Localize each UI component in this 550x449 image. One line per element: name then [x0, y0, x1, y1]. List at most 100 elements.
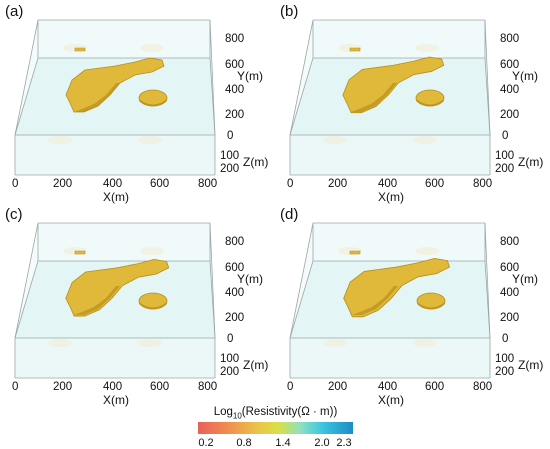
- z-axis-label: Z(m): [243, 358, 269, 372]
- resistivity-bodies: [343, 250, 451, 318]
- large-body-shadow: [74, 286, 120, 315]
- surface-highlight: [413, 136, 437, 144]
- colorbar: Log10(Resistivity(Ω · m)) 0.2 0.8 1.4 2.…: [198, 406, 353, 449]
- box-face: [290, 58, 490, 135]
- panel-label: (d): [280, 206, 299, 223]
- x-tick-label: 0: [287, 178, 294, 190]
- y-tick-label: 800: [225, 236, 245, 248]
- y-tick-label: 200: [225, 109, 245, 121]
- x-tick-label: 200: [53, 381, 73, 393]
- x-tick-label: 200: [328, 381, 348, 393]
- panel-label: (c): [5, 206, 23, 223]
- box-face: [15, 135, 215, 175]
- surface-highlight: [415, 44, 439, 52]
- y-tick-label: 400: [225, 84, 245, 96]
- y-tick-label: 400: [500, 287, 520, 299]
- surface-highlight: [323, 339, 347, 347]
- surface-highlight: [413, 339, 437, 347]
- surface-highlight: [48, 339, 72, 347]
- model-panel: (c) 0 200 400 600 800 X(m) 800 600 400 200 0 Y(m) 100…: [0, 203, 275, 408]
- small-body: [349, 47, 361, 52]
- z-tick-label: 200: [220, 163, 240, 175]
- box-face: [38, 20, 210, 58]
- box-face: [290, 20, 313, 175]
- y-tick-label: 400: [500, 84, 520, 96]
- model-3d-box: [14, 19, 216, 176]
- model-3d-box: [14, 222, 216, 379]
- x-tick-label: 400: [378, 178, 398, 190]
- resistivity-bodies: [65, 47, 168, 113]
- colorbar-title: Log10(Resistivity(Ω · m)): [213, 406, 338, 421]
- resistivity-bodies: [342, 47, 445, 114]
- surface-highlight: [140, 247, 164, 255]
- z-tick-label: 100: [495, 353, 515, 365]
- z-tick-label: 200: [220, 366, 240, 378]
- x-tick-label: 400: [103, 381, 123, 393]
- z-tick-label: 100: [220, 353, 240, 365]
- y-tick-label: 0: [502, 130, 509, 142]
- box-face: [15, 223, 38, 378]
- colorbar-tick: 0.8: [236, 437, 252, 449]
- x-tick-label: 0: [287, 381, 294, 393]
- box-edge: [209, 19, 216, 136]
- resistivity-bodies: [65, 250, 170, 317]
- large-body-shadow: [74, 83, 120, 112]
- y-axis-label: Y(m): [512, 272, 538, 286]
- box-face: [15, 20, 38, 175]
- box-edge: [14, 260, 39, 339]
- round-body-shadow: [139, 99, 167, 107]
- surface-highlight: [138, 136, 162, 144]
- box-edge: [14, 19, 39, 136]
- colorbar-tick: 2.0: [314, 437, 330, 449]
- y-tick-label: 200: [500, 312, 520, 324]
- x-axis-label: X(m): [378, 190, 404, 204]
- box-edge: [484, 19, 491, 136]
- x-tick-label: 600: [150, 381, 170, 393]
- x-tick-label: 400: [103, 178, 123, 190]
- small-body: [74, 47, 86, 52]
- x-tick-label: 800: [198, 178, 218, 190]
- round-body-shadow: [139, 302, 167, 310]
- x-tick-label: 600: [150, 178, 170, 190]
- box-edge: [14, 57, 39, 136]
- colorbar-tick: 0.2: [198, 437, 214, 449]
- x-tick-label: 800: [473, 381, 493, 393]
- model-panel: (d) 0 200 400 600 800 X(m) 800 600 400 200 0 Y(m) 100…: [275, 203, 550, 408]
- x-tick-label: 800: [198, 381, 218, 393]
- z-axis-label: Z(m): [518, 358, 544, 372]
- x-tick-label: 600: [425, 178, 445, 190]
- z-tick-label: 200: [495, 366, 515, 378]
- x-axis-label: X(m): [378, 393, 404, 407]
- box-edge: [209, 222, 216, 339]
- box-edge: [14, 222, 39, 339]
- panel-label: (b): [280, 3, 299, 20]
- y-tick-label: 600: [500, 262, 520, 274]
- box-face: [290, 338, 490, 378]
- large-body-shadow: [351, 83, 397, 112]
- round-body-shadow: [416, 99, 444, 107]
- box-edge: [289, 260, 314, 339]
- model-3d-box: [289, 222, 491, 379]
- y-tick-label: 400: [225, 287, 245, 299]
- y-tick-label: 600: [225, 262, 245, 274]
- box-face: [38, 223, 210, 261]
- z-tick-label: 100: [495, 150, 515, 162]
- box-edge: [289, 19, 314, 136]
- y-tick-label: 200: [225, 312, 245, 324]
- x-axis-label: X(m): [103, 190, 129, 204]
- surface-highlight: [323, 136, 347, 144]
- x-tick-label: 200: [53, 178, 73, 190]
- y-axis-label: Y(m): [237, 69, 263, 83]
- small-body: [349, 250, 361, 255]
- large-body-shadow: [352, 286, 398, 315]
- z-tick-label: 200: [495, 163, 515, 175]
- model-panel: (a) 0 200 400 600 800 X(m) 800 600 400 200 0 Y(m) 100…: [0, 0, 275, 205]
- y-tick-label: 0: [227, 333, 234, 345]
- y-tick-label: 600: [225, 59, 245, 71]
- x-tick-label: 400: [378, 381, 398, 393]
- colorbar-gradient: [198, 422, 353, 434]
- surface-highlight: [415, 247, 439, 255]
- z-tick-label: 100: [220, 150, 240, 162]
- surface-highlight: [48, 136, 72, 144]
- x-tick-label: 0: [12, 381, 19, 393]
